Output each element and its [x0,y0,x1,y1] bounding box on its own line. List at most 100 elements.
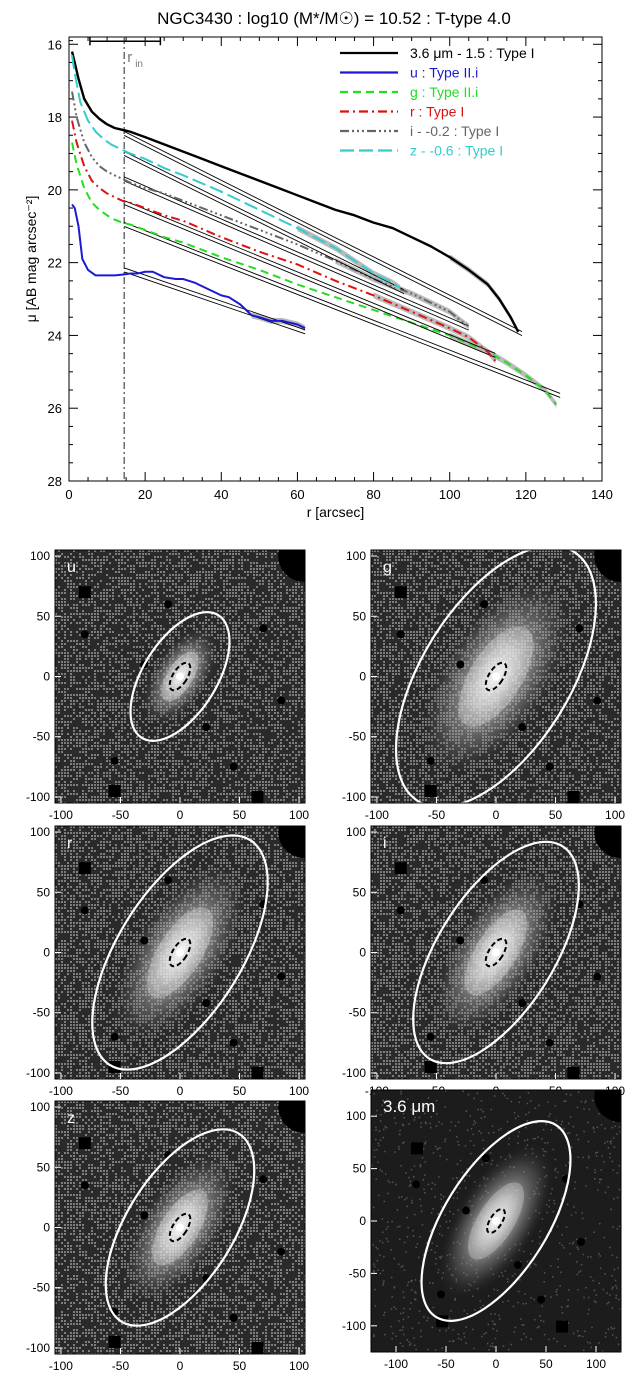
masked-star [110,1032,119,1041]
masked-region [567,1066,580,1079]
y-tick-label: 100 [346,549,366,563]
series-1 [71,203,306,335]
masked-region [394,862,407,875]
series-fit-line-lower [124,180,469,331]
masked-star [456,660,465,669]
series-line [71,91,470,328]
series-fit-line-lower [124,204,496,358]
series-4 [71,91,470,331]
y-tick-label: 100 [30,825,50,839]
masked-star [164,876,173,885]
galaxy-nucleus [176,672,184,681]
y-tick-label: 24 [48,328,62,343]
x-tick-label: 60 [290,487,304,502]
panel-band-label: g [383,559,392,576]
panel-band-label: r [67,835,73,852]
x-tick-label: 0 [177,1359,184,1373]
chart-title: NGC3430 : log10 (M*/M☉) = 10.52 : T-type… [157,9,511,28]
masked-region [251,1066,264,1079]
x-tick-label: 50 [233,1359,247,1373]
legend-label: z - -0.6 : Type I [410,143,503,159]
series-error-band [335,257,469,330]
y-tick-label: 22 [48,256,62,271]
panel-image-area [371,1090,621,1352]
x-tick-label: 0 [177,808,184,822]
masked-region [556,1320,568,1333]
image-panel-g: g -100 -50 0 50 100 100 50 0 -50 -100 [342,549,625,822]
outer-break-ellipse [394,550,598,803]
galaxy-nucleus [176,1223,184,1232]
legend: 3.6 μm - 1.5 : Type I u : Type II.i g : Ty… [340,45,535,159]
series-fit-line-upper [124,222,561,394]
masked-region [424,784,437,797]
x-tick-label: -50 [437,1357,455,1371]
x-tick-label: 20 [138,487,152,502]
outer-break-ellipse [91,834,269,1071]
x-tick-label: 0 [65,487,72,502]
y-tick-label: 50 [37,885,51,899]
series-fit-line-upper [124,267,306,331]
series-line [70,51,520,333]
masked-region [78,862,91,875]
panel-image-area [55,1101,305,1354]
x-tick-label: 100 [439,487,461,502]
masked-star [593,972,602,981]
inner-r-in-ellipse [168,937,192,968]
masked-star [80,630,89,639]
series-fit-line-upper [124,151,405,291]
series-fit-line-upper [124,200,496,354]
x-tick-label: 140 [591,487,613,502]
legend-label: u : Type II.i [410,65,478,81]
y-tick-label: 0 [359,670,366,684]
series-fit-line-upper [124,176,469,327]
masked-star [537,1295,545,1304]
y-tick-label: -50 [33,1006,51,1020]
y-tick-label: -50 [33,730,51,744]
x-axis-label: r [arcsec] [307,504,365,520]
legend-label: g : Type II.i [410,84,478,100]
series-line [71,203,306,330]
series-fit-line-lower [124,135,523,337]
x-tick-label: -100 [49,1359,73,1373]
masked-star [229,762,238,771]
series-3 [71,120,497,364]
masked-star [80,1181,89,1190]
y-tick-label: -100 [26,1066,50,1080]
y-tick-label: -50 [33,1281,51,1295]
y-tick-label: 26 [48,401,62,416]
masked-region [108,1335,121,1348]
masked-star [593,696,602,705]
masked-star [110,756,119,765]
panel-image-area [55,550,305,803]
y-tick-label: 50 [37,609,51,623]
x-tick-label: 100 [289,1359,309,1373]
x-tick-label: 0 [177,1084,184,1098]
masked-star [259,624,268,633]
corner-mask [278,826,305,859]
masked-region [394,586,407,599]
image-panel-u: u -100 -50 0 50 100 100 50 0 -50 -100 [26,549,309,822]
image-panel-3.6um: 3.6 μm -100 -50 0 50 100 100 50 0 -50 -100 [342,1089,622,1371]
y-tick-label: 28 [48,474,62,489]
masked-star [164,600,173,609]
masked-star [259,1175,268,1184]
inner-r-in-ellipse [168,661,192,692]
masked-star [229,1313,238,1322]
x-tick-label: -100 [384,1357,408,1371]
y-tick-label: 0 [359,1214,366,1228]
inner-r-in-ellipse [484,937,508,968]
y-tick-label: 0 [359,946,366,960]
masked-region [251,790,264,803]
y-tick-label: 0 [43,670,50,684]
masked-star [396,630,405,639]
y-tick-label: 20 [48,183,62,198]
masked-region [78,586,91,599]
x-tick-label: 100 [586,1357,606,1371]
y-tick-label: 18 [48,110,62,125]
masked-star [396,906,405,915]
corner-mask [278,550,305,583]
y-tick-label: -100 [342,1066,366,1080]
galaxy-nucleus [176,948,184,957]
x-tick-label: 0 [493,808,500,822]
